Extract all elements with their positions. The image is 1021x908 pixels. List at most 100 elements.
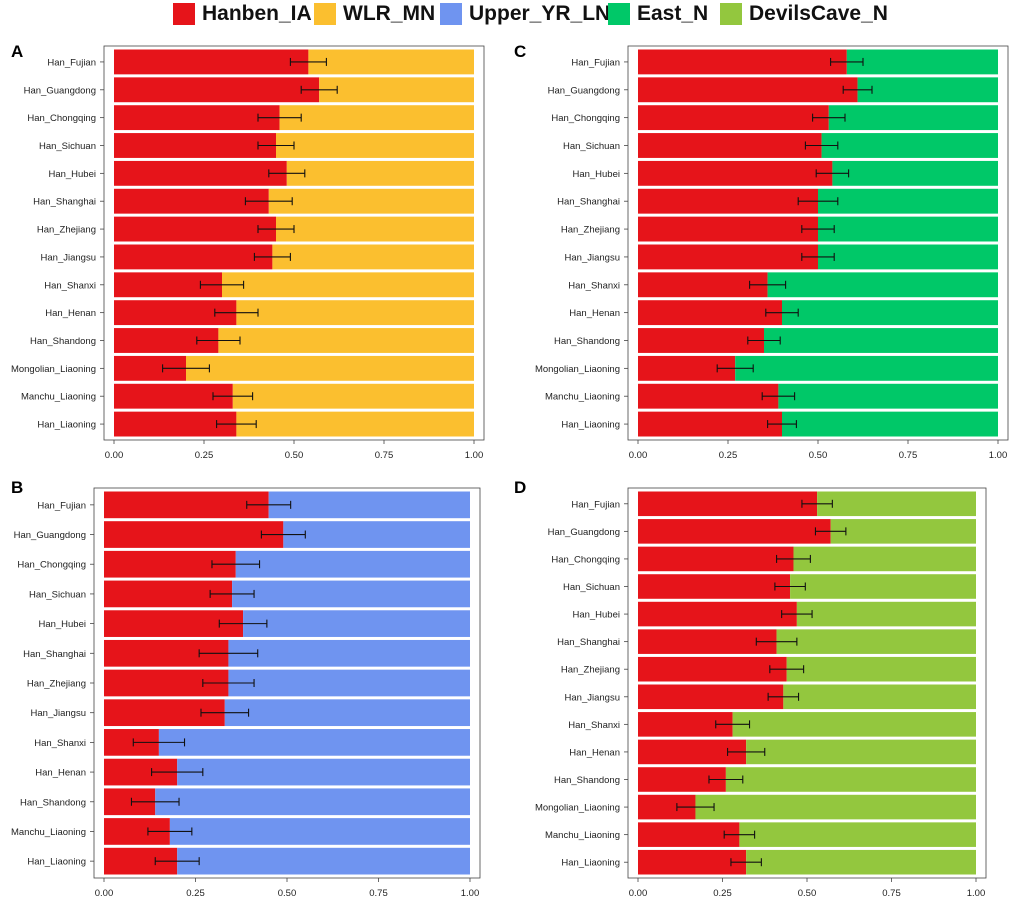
x-tick-label: 0.25 [719,450,738,461]
y-tick-label: Han_Henan [569,308,620,319]
panel-letter: D [514,478,527,497]
legend-item-wlr-mn: WLR_MN [314,2,435,26]
bar-hanben-ia [114,105,280,131]
bar-east-n [818,216,998,242]
bar-hanben-ia [638,272,768,298]
bar-hanben-ia [638,849,747,875]
bar-wlr-mn [186,355,474,381]
chart-b: Han_Fujian Han_Guangdong Han_Chongqing Han_… [11,487,481,899]
legend-swatch [173,3,195,25]
bar-wlr-mn [222,272,474,298]
y-tick-label: Han_Shanxi [34,738,86,749]
legend-label: WLR_MN [343,2,436,25]
bar-upper-yr-ln [177,847,470,875]
bar-hanben-ia [638,328,764,353]
bar-devilscave-n [796,601,976,627]
x-tick-label: 0.75 [882,888,901,899]
x-tick-label: 0.25 [713,888,732,899]
y-tick-label: Han_Chongqing [17,560,86,571]
y-tick-label: Han_Fujian [37,500,86,511]
plot-frame [627,487,987,879]
y-tick-label: Han_Jiangsu [565,252,620,263]
bar-wlr-mn [308,49,474,75]
legend-label: DevilsCave_N [749,2,888,25]
y-tick-label: Han_Shanxi [568,280,620,291]
bar-wlr-mn [319,77,474,103]
panel-b: B Han_Fujian Han_Guangdong Han_Chongqing Ha… [0,476,500,903]
bar-upper-yr-ln [158,729,470,756]
bar-hanben-ia [114,160,287,186]
bar-hanben-ia [638,411,782,437]
y-tick-label: Han_Hubei [48,169,96,180]
x-tick-label: 1.00 [967,888,986,899]
bar-hanben-ia [638,656,787,682]
panel-d: D Han_Fujian Han_Guangdong Han_Chongqing Ha… [510,476,1021,903]
panel-letter: C [514,42,527,61]
y-tick-label: Han_Sichuan [39,141,96,152]
bar-wlr-mn [276,216,474,242]
bar-devilscave-n [783,684,976,710]
y-tick-label: Mongolian_Liaoning [11,364,96,375]
bar-hanben-ia [638,629,777,654]
bar-hanben-ia [114,49,309,75]
bar-east-n [735,355,998,381]
bar-upper-yr-ln [169,818,470,845]
bar-upper-yr-ln [228,669,470,697]
legend-item-upper-yr-ln: Upper_YR_LN [440,2,610,26]
x-tick-label: 0.50 [285,450,304,461]
bar-hanben-ia [638,244,818,270]
chart-c: Han_Fujian Han_Guangdong Han_Chongqing Han_… [535,45,1009,461]
y-tick-label: Han_Shandong [554,775,620,786]
y-tick-label: Han_Henan [569,747,620,758]
bar-upper-yr-ln [155,788,471,816]
bar-hanben-ia [114,133,276,158]
y-tick-label: Han_Guangdong [24,85,96,96]
bar-devilscave-n [830,519,976,544]
bar-east-n [821,133,998,158]
bar-upper-yr-ln [232,580,470,608]
bar-upper-yr-ln [268,491,470,519]
bar-hanben-ia [638,491,818,517]
y-tick-label: Han_Hubei [572,169,620,180]
y-tick-label: Han_Liaoning [561,858,620,869]
bar-devilscave-n [746,739,976,765]
bar-hanben-ia [638,216,818,242]
bar-upper-yr-ln [243,610,470,637]
y-tick-label: Han_Sichuan [29,589,86,600]
y-tick-label: Han_Zhejiang [561,665,620,676]
legend-item-hanben-ia: Hanben_IA [173,2,312,26]
y-tick-label: Han_Guangdong [548,527,620,538]
y-tick-label: Manchu_Liaoning [21,392,96,403]
panel-letter: B [11,478,24,497]
bar-hanben-ia [638,546,794,572]
bar-wlr-mn [236,411,474,437]
legend-swatch [608,3,630,25]
y-tick-label: Han_Shanghai [557,637,620,648]
y-tick-label: Han_Shanghai [557,197,620,208]
panel-letter: A [11,42,24,61]
bar-east-n [832,160,998,186]
x-tick-label: 0.00 [629,888,648,899]
bar-east-n [778,383,998,409]
y-tick-label: Han_Sichuan [563,141,620,152]
bar-devilscave-n [746,849,976,875]
legend-label: East_N [637,2,709,25]
bar-hanben-ia [638,383,779,409]
bar-hanben-ia [638,601,797,627]
bar-hanben-ia [114,216,276,242]
y-tick-label: Han_Hubei [38,619,86,630]
y-tick-label: Han_Sichuan [563,582,620,593]
bar-upper-yr-ln [224,699,470,727]
bar-hanben-ia [114,77,320,103]
bar-hanben-ia [638,133,822,158]
x-tick-label: 0.25 [195,450,214,461]
bar-hanben-ia [114,188,269,214]
bar-hanben-ia [638,49,847,75]
bar-hanben-ia [114,244,273,270]
bar-upper-yr-ln [235,550,470,578]
chart-a: Han_Fujian Han_Guangdong Han_Chongqing Han_… [11,45,485,461]
y-tick-label: Han_Jiangsu [31,708,86,719]
y-tick-label: Han_Zhejiang [37,225,96,236]
y-tick-label: Han_Shandong [20,797,86,808]
x-tick-label: 0.75 [899,450,918,461]
